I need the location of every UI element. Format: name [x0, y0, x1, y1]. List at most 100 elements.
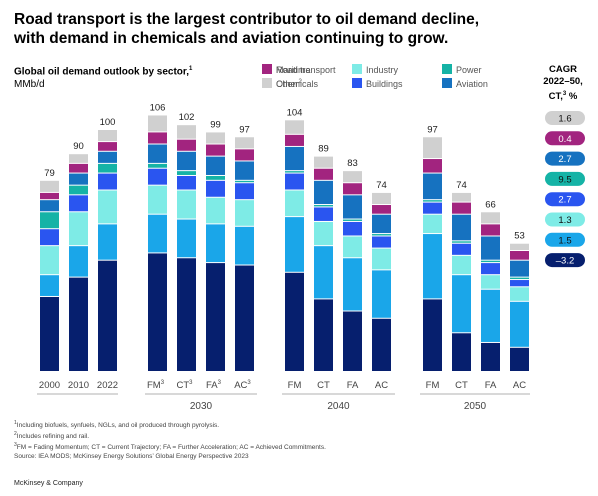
footnote: 2Includes refining and rail.: [14, 430, 326, 441]
bar-segment-buildings: [40, 229, 59, 246]
bar-segment-chemicals: [481, 289, 500, 342]
legend-item-maritime: Maritime: [262, 64, 311, 75]
footnote-number: 3: [14, 442, 17, 449]
bar-segment-industry: [69, 212, 88, 246]
cagr-pill-maritime: [545, 131, 585, 146]
bar-segment-maritime: [206, 144, 225, 156]
legend-label: Buildings: [366, 79, 403, 89]
bar-segment-chemicals: [343, 258, 362, 311]
bar-segment-maritime: [343, 183, 362, 195]
cagr-value-other: 1.6: [558, 114, 571, 125]
group-label: 2030: [190, 401, 213, 412]
bar-segment-power: [314, 205, 333, 207]
footnote-text: Including biofuels, synfuels, NGLs, and …: [16, 422, 220, 430]
bar-segment-aviation: [235, 161, 254, 180]
bar-category-label: FA: [347, 380, 359, 391]
bar-category-label: AC3: [234, 380, 251, 391]
legend-label: Chemicals: [276, 79, 319, 89]
bar-segment-industry: [40, 246, 59, 275]
bar-segment-road-transport: [372, 318, 391, 371]
bar-segment-industry: [343, 236, 362, 258]
bar-total-label: 79: [44, 168, 55, 179]
bar-segment-maritime: [452, 202, 471, 214]
cagr-header-ct: CT,: [548, 91, 563, 103]
bar-segment-road-transport: [510, 347, 529, 371]
bar-segment-maritime: [372, 205, 391, 214]
bar-segment-buildings: [314, 207, 333, 221]
footnote-number: 2: [14, 431, 17, 438]
bar-segment-power: [372, 234, 391, 236]
bar-segment-other: [98, 130, 117, 142]
legend-label: Industry: [366, 65, 399, 75]
cagr-header: CAGR 2022–50, CT,3 %: [535, 64, 591, 103]
bar-total-label: 106: [150, 102, 166, 113]
bar-segment-aviation: [69, 173, 88, 185]
bar-category-note: 3: [189, 380, 193, 386]
bar-segment-chemicals: [98, 224, 117, 260]
bar-segment-industry: [177, 190, 196, 219]
group-label: 2040: [327, 401, 350, 412]
bar-segment-maritime: [481, 224, 500, 236]
bar-segment-buildings: [98, 173, 117, 190]
bar-segment-aviation: [177, 151, 196, 171]
bar-segment-buildings: [481, 263, 500, 275]
bar-segment-power: [69, 185, 88, 195]
bar-segment-aviation: [206, 156, 225, 175]
cagr-header-suffix: %: [566, 91, 578, 103]
legend-note: 2: [298, 79, 302, 85]
cagr-header-line3: CT,3 %: [535, 88, 591, 103]
bar-segment-road-transport: [69, 277, 88, 371]
bar-segment-chemicals: [452, 275, 471, 333]
bar-segment-aviation: [40, 200, 59, 212]
bar-segment-other: [69, 154, 88, 163]
bar-segment-maritime: [98, 142, 117, 151]
bar-segment-chemicals: [177, 219, 196, 258]
bar-total-label: 97: [427, 124, 438, 135]
bar-segment-aviation: [285, 146, 304, 171]
bar-segment-aviation: [510, 260, 529, 277]
bar-category-label: FA3: [206, 380, 222, 391]
bar-segment-road-transport: [314, 299, 333, 371]
bar-total-label: 102: [179, 112, 195, 123]
bar-category-label: FM3: [147, 380, 165, 391]
bar-segment-other: [235, 137, 254, 149]
stacked-bar-chart: 7920009020101002022106FM3102CT399FA397AC…: [37, 102, 585, 412]
bar-segment-chemicals: [235, 226, 254, 265]
bar-segment-buildings: [235, 183, 254, 200]
legend-swatch: [352, 64, 362, 74]
legend-label: Power: [456, 65, 482, 75]
legend-swatch: [442, 78, 452, 88]
bar-segment-other: [148, 115, 167, 132]
bar-segment-road-transport: [423, 299, 442, 371]
bar-total-label: 99: [210, 119, 221, 130]
bar-total-label: 100: [100, 117, 116, 128]
bar-segment-road-transport: [481, 342, 500, 371]
bar-segment-buildings: [148, 168, 167, 185]
footnote: 1Including biofuels, synfuels, NGLs, and…: [14, 419, 326, 430]
bar-segment-maritime: [40, 192, 59, 200]
legend-swatch: [262, 64, 272, 74]
bar-segment-industry: [285, 190, 304, 217]
bar-total-label: 66: [485, 199, 496, 210]
footnote: Source: IEA MODS; McKinsey Energy Soluti…: [14, 452, 326, 461]
bar-segment-maritime: [510, 251, 529, 260]
cagr-value-road-transport: –3.2: [556, 256, 575, 267]
bar-segment-chemicals: [372, 270, 391, 318]
bar-segment-road-transport: [343, 311, 362, 371]
bar-segment-maritime: [235, 149, 254, 161]
bar-segment-industry: [452, 255, 471, 275]
footnote-text: FM = Fading Momentum; CT = Current Traje…: [16, 444, 326, 452]
bar-category-label: 2000: [39, 380, 60, 391]
bar-segment-maritime: [423, 159, 442, 173]
bar-segment-road-transport: [98, 260, 117, 371]
bar-segment-industry: [510, 287, 529, 301]
bar-segment-chemicals: [423, 234, 442, 299]
bar-segment-industry: [423, 214, 442, 234]
cagr-value-maritime: 0.4: [558, 134, 571, 145]
bar-category-label: FA: [485, 380, 497, 391]
bar-segment-aviation: [423, 173, 442, 200]
bar-segment-industry: [206, 197, 225, 224]
bar-segment-other: [481, 212, 500, 224]
bar-segment-industry: [372, 248, 391, 270]
bar-segment-power: [40, 212, 59, 229]
